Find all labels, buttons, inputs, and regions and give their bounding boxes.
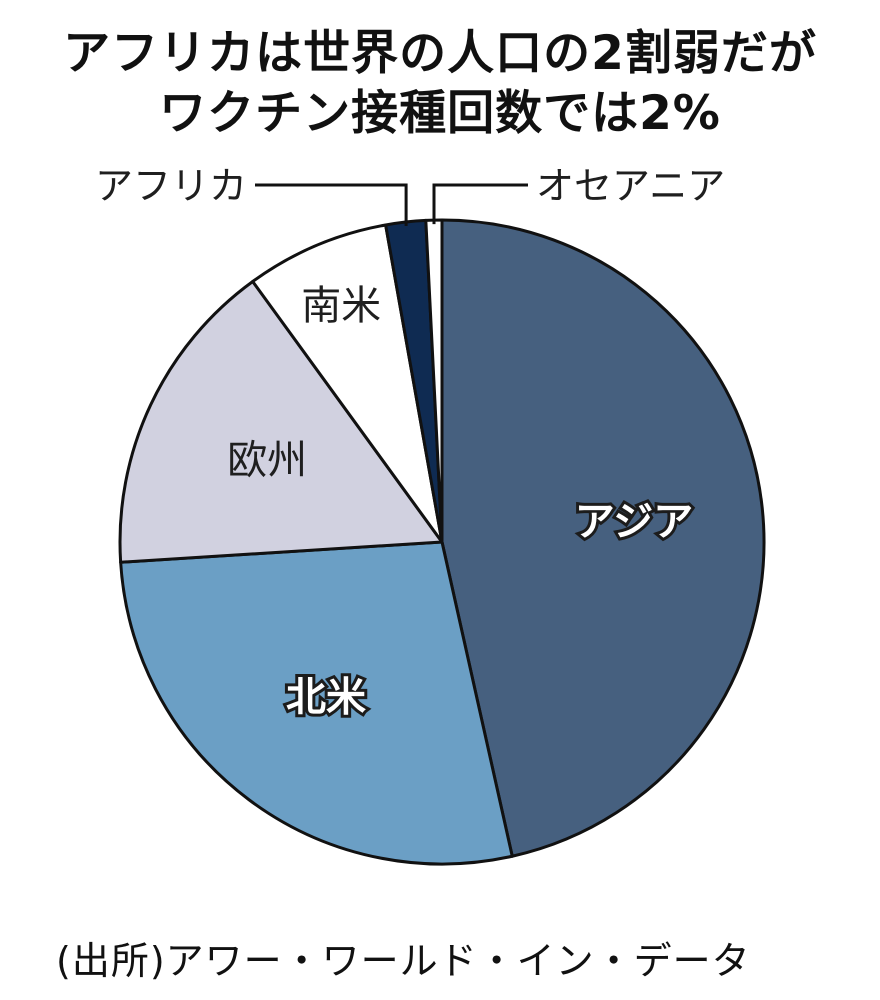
pie-slice-2 (119, 540, 514, 866)
pie-slice-1 (440, 218, 766, 858)
callout-line-6 (432, 183, 528, 225)
source-note: (出所)アワー・ワールド・イン・データ (56, 939, 751, 983)
callout-line-5 (255, 183, 408, 226)
callout-label-5: アフリカ (95, 164, 247, 208)
slice-label-4: 南米 (301, 283, 381, 329)
pie-slice-4 (251, 223, 444, 544)
slice-label-1: アジア (575, 499, 693, 545)
pie-slice-3 (118, 280, 444, 564)
callout-label-6: オセアニア (536, 164, 725, 208)
chart-title-line-2: ワクチン接種回数では2% (159, 86, 721, 141)
slice-label-3: 欧州 (227, 438, 307, 484)
chart-title-line-1: アフリカは世界の人口の2割弱だが (63, 26, 817, 81)
chart-title: アフリカは世界の人口の2割弱だが ワクチン接種回数では2% (0, 24, 880, 144)
slice-label-2: 北米 (286, 675, 366, 721)
